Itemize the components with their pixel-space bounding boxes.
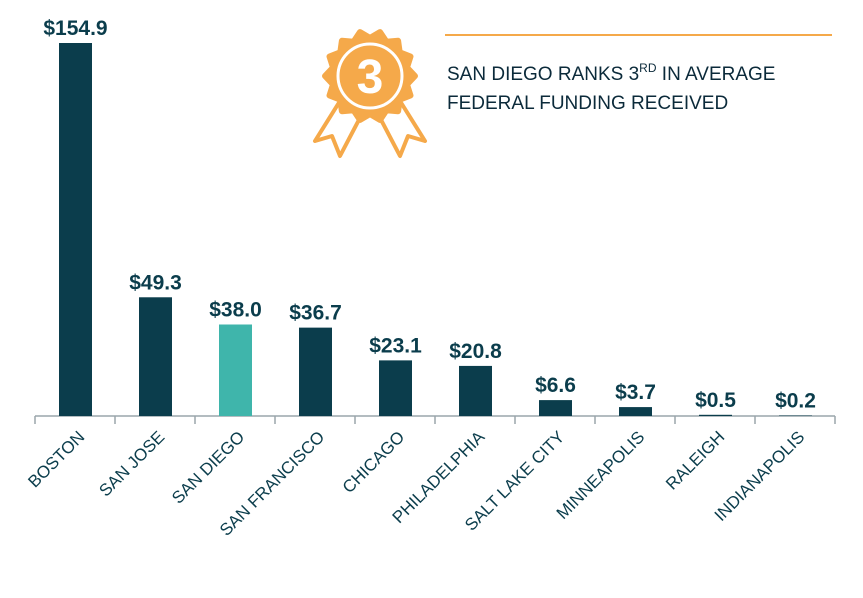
x-tick-label: SAN DIEGO <box>168 427 248 507</box>
value-label: $38.0 <box>209 298 262 321</box>
bar <box>619 407 652 416</box>
annotation-line-1: SAN DIEGO RANKS 3RD IN AVERAGE <box>447 61 775 85</box>
value-label: $49.3 <box>129 271 182 294</box>
annotation-text: SAN DIEGO RANKS 3 <box>447 64 639 85</box>
bar <box>219 324 252 416</box>
bar <box>139 297 172 416</box>
x-tick-label: BOSTON <box>24 427 88 491</box>
bar <box>539 400 572 416</box>
value-label: $20.8 <box>449 340 502 363</box>
annotation-text: IN AVERAGE <box>657 64 776 85</box>
value-label: $0.2 <box>775 390 816 413</box>
value-label: $0.5 <box>695 389 736 412</box>
value-label: $3.7 <box>615 381 656 404</box>
bar <box>59 43 92 416</box>
bar <box>699 415 732 416</box>
badge-number: 3 <box>357 51 384 104</box>
bar <box>299 328 332 416</box>
award-badge: 3 <box>315 32 425 156</box>
value-label: $36.7 <box>289 302 342 325</box>
x-tick-label: RALEIGH <box>662 427 728 493</box>
value-label: $23.1 <box>369 334 422 357</box>
value-label: $154.9 <box>43 17 107 40</box>
x-tick-label: CHICAGO <box>339 427 409 497</box>
bar <box>379 360 412 416</box>
x-tick-label: SAN JOSE <box>95 427 168 500</box>
annotation-superscript: RD <box>639 61 657 75</box>
value-label: $6.6 <box>535 374 576 397</box>
bar <box>459 366 492 416</box>
annotation-line-2: FEDERAL FUNDING RECEIVED <box>447 93 728 114</box>
